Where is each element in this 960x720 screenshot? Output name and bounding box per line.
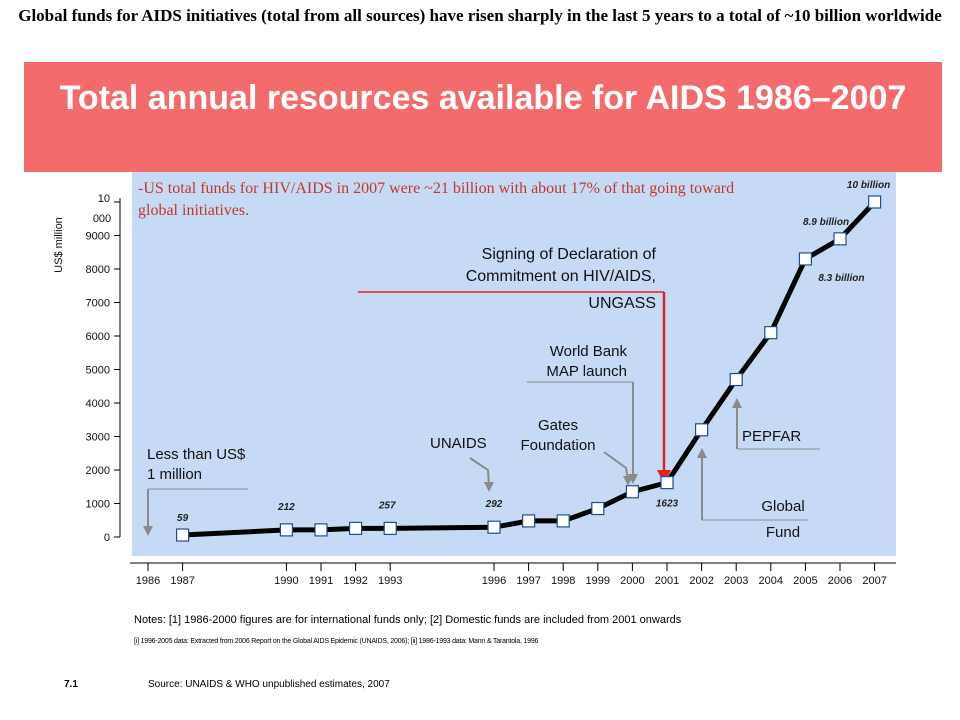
source-text: Source: UNAIDS & WHO unpublished estimat… [148,679,390,690]
data-label: 8.3 billion [818,273,864,284]
data-point-marker [521,514,536,528]
y-tick-label: 4000 [86,398,110,410]
x-tick-label: 1996 [482,575,506,587]
title-banner [24,62,942,172]
declaration-label-line3: UNGASS [588,295,656,312]
chart-title: Total annual resources available for AID… [59,79,907,117]
y-tick-label: 7000 [86,298,110,310]
y-tick-label: 9000 [86,231,110,243]
x-tick-label: 1999 [586,575,610,587]
x-tick-label: 2002 [689,575,713,587]
global-fund-label-line1: Global [761,498,805,515]
x-tick-label: 2007 [862,575,886,587]
data-label: 212 [277,502,295,513]
data-point-marker [867,195,882,209]
x-tick-label: 1993 [378,575,402,587]
declaration-label-line2: Commitment on HIV/AIDS, [465,268,656,285]
data-label: 1623 [656,499,679,510]
data-point-marker [176,528,190,542]
data-label: 8.9 billion [803,217,849,228]
y-tick-label: 2000 [86,465,110,477]
data-point-marker [764,326,778,340]
data-label: 292 [485,499,503,510]
page-number: 7.1 [64,679,78,690]
x-tick-label: 2005 [793,575,817,587]
x-tick-label: 1986 [136,575,160,587]
x-tick-label: 2001 [655,575,679,587]
unaids-label: UNAIDS [430,435,487,452]
data-point-marker [383,521,397,535]
data-point-marker [833,232,847,246]
x-tick-label: 2000 [620,575,644,587]
x-tick-label: 2004 [759,575,783,587]
x-tick-label: 2003 [724,575,748,587]
data-point-marker [314,523,328,537]
y-tick-label: 5000 [86,365,110,377]
less-than-label: Less than US$ 1 million [147,446,246,483]
global-fund-arrow-head [697,448,707,458]
x-tick-label: 1998 [551,575,575,587]
data-label: 257 [378,500,396,511]
y-tick-label: 3000 [86,432,110,444]
pepfar-arrow-head [732,398,742,408]
data-label: 10 billion [847,180,890,191]
y-tick-label: 000 [93,213,111,225]
x-tick-label: 1992 [343,575,367,587]
x-tick-label: 2006 [828,575,852,587]
world-bank-arrow-head [628,474,638,484]
unaids-arrow-head [484,482,494,492]
data-point-marker [660,476,674,490]
y-tick-label: 10 [98,193,110,205]
data-point-marker [591,501,605,516]
us-funds-annotation: -US total funds for HIV/AIDS in 2007 wer… [138,180,735,219]
global-fund-label-line2: Fund [765,524,801,541]
x-tick-label: 1997 [516,575,540,587]
declaration-label-line1: Signing of Declaration of [481,246,656,263]
less-than-arrow-head [143,526,153,536]
x-tick-label: 1990 [274,575,298,587]
gates-foundation-label: Gates Foundation [520,417,596,454]
headline: Global funds for AIDS initiatives (total… [18,6,942,25]
data-label: 59 [177,513,189,524]
world-bank-label: World Bank MAP launch [546,343,627,380]
data-point-marker [694,423,709,437]
x-tick-label: 1987 [170,575,194,587]
notes-text: Notes: [1] 1986-2000 figures are for int… [134,614,682,626]
gates-arrow [603,451,629,481]
y-tick-label: 6000 [86,331,110,343]
data-point-marker [279,523,293,537]
y-tick-label: 0 [104,532,110,544]
y-axis-title: US$ million [53,217,65,273]
data-point-marker [798,252,813,266]
data-point-marker [487,520,501,534]
unaids-arrow [469,457,490,487]
y-tick-label: 1000 [86,499,110,511]
data-point-marker [349,521,363,535]
data-point-marker [625,485,640,499]
source-detail-text: [i] 1996-2005 data: Extracted from 2006 … [134,638,539,645]
data-point-marker [729,372,743,387]
plot-area [132,172,896,556]
data-point-marker [556,514,570,528]
y-tick-label: 8000 [86,264,110,276]
pepfar-label: PEPFAR [742,428,802,445]
x-tick-label: 1991 [309,575,333,587]
